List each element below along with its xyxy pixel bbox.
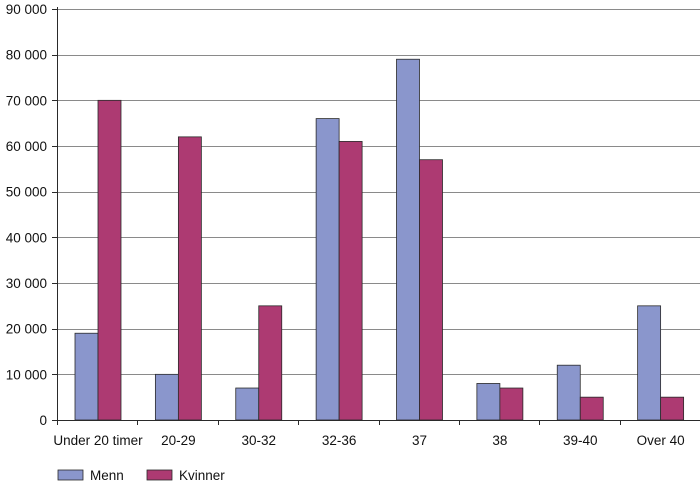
legend-swatch-kvinner <box>146 469 173 481</box>
y-tick-label: 80 000 <box>6 48 47 63</box>
bars <box>74 58 685 421</box>
bar-kvinner-3 <box>338 141 363 421</box>
y-tick-label: 60 000 <box>6 139 47 154</box>
bar-menn-2 <box>235 387 260 421</box>
x-tick-label: 39-40 <box>563 433 598 448</box>
x-tick-label: 32-36 <box>322 433 357 448</box>
y-tick-label: 20 000 <box>6 322 47 337</box>
bar-menn-3 <box>315 118 340 421</box>
legend: Menn Kvinner <box>57 468 225 483</box>
x-tick-labels: Under 20 timer 20-29 30-32 32-36 37 38 39-40 Ov… <box>53 433 684 448</box>
x-tick-label: 38 <box>492 433 507 448</box>
gridlines <box>57 9 700 375</box>
bar-menn-7 <box>637 305 662 421</box>
bar-menn-6 <box>556 364 581 421</box>
y-tick-labels: 0 10 000 20 000 30 000 40 000 50 000 60 000 70 … <box>6 2 47 428</box>
bar-menn-5 <box>476 383 501 421</box>
axes <box>52 7 700 425</box>
x-tick-label: Over 40 <box>637 433 685 448</box>
legend-swatch-menn <box>57 469 84 481</box>
y-tick-label: 0 <box>39 413 47 428</box>
bar-kvinner-7 <box>660 396 685 421</box>
y-tick-label: 50 000 <box>6 185 47 200</box>
legend-label-kvinner: Kvinner <box>179 468 225 483</box>
y-tick-label: 30 000 <box>6 276 47 291</box>
y-tick-label: 40 000 <box>6 230 47 245</box>
bar-kvinner-5 <box>499 387 524 421</box>
bar-kvinner-4 <box>419 159 443 421</box>
x-tick-label: 20-29 <box>161 433 196 448</box>
bar-menn-0 <box>74 332 99 421</box>
bar-kvinner-1 <box>177 136 202 421</box>
legend-label-menn: Menn <box>90 468 124 483</box>
x-tick-label: 30-32 <box>241 433 276 448</box>
bar-kvinner-6 <box>579 396 604 421</box>
bar-kvinner-0 <box>97 99 122 421</box>
bar-kvinner-2 <box>258 305 283 421</box>
bar-menn-1 <box>154 373 179 421</box>
x-tick-label: Under 20 timer <box>53 433 143 448</box>
bar-menn-4 <box>396 58 420 421</box>
y-tick-label: 90 000 <box>6 2 47 17</box>
y-tick-label: 10 000 <box>6 367 47 382</box>
y-tick-label: 70 000 <box>6 93 47 108</box>
x-tick-label: 37 <box>412 433 427 448</box>
